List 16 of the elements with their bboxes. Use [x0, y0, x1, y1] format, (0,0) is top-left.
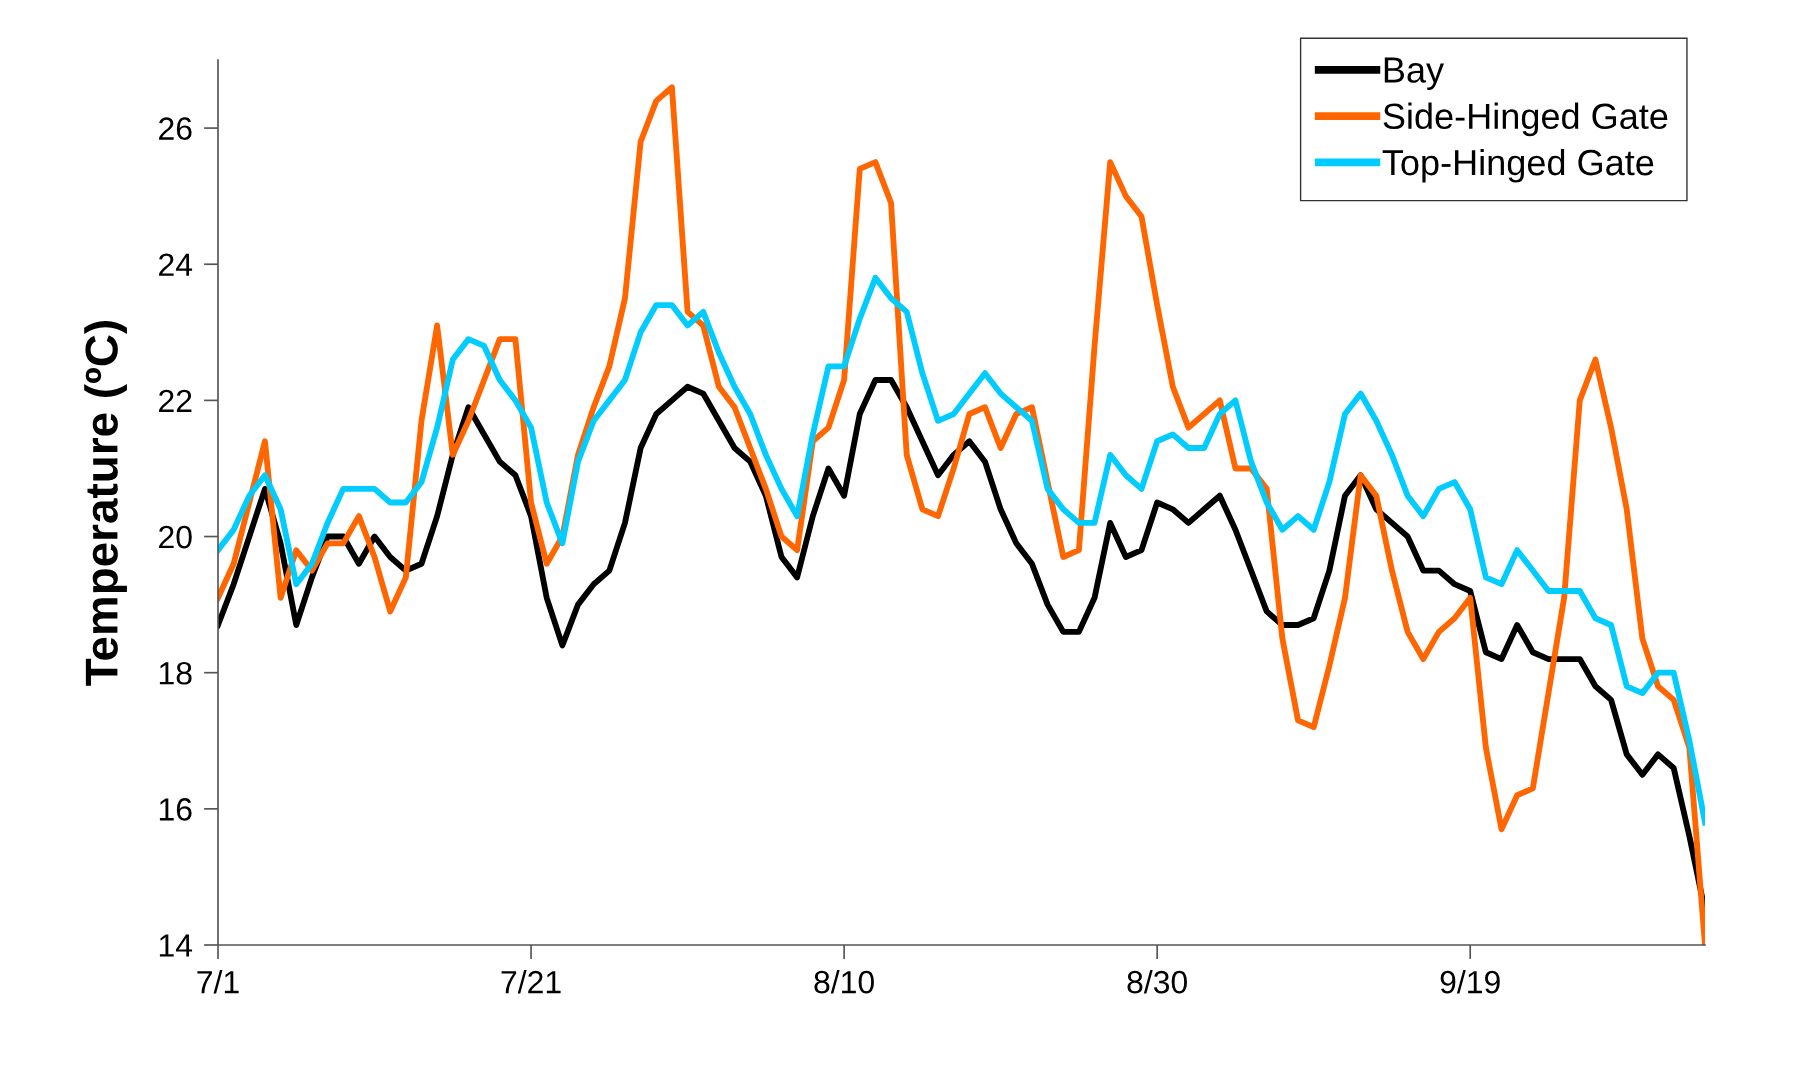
x-tick-label: 8/10: [814, 970, 874, 994]
x-tick-label: 8/30: [1127, 970, 1187, 994]
y-tick-label: 22: [159, 389, 192, 412]
legend-label: Top-Hinged Gate: [1382, 148, 1654, 183]
y-axis-title: Temperature (ºC): [84, 321, 127, 686]
x-tick-label: 7/1: [197, 970, 239, 994]
x-tick-label: 7/21: [501, 970, 561, 994]
y-tick-label: 14: [159, 934, 193, 957]
legend-label: Bay: [1384, 57, 1445, 90]
y-tick-label: 24: [159, 253, 193, 276]
y-tick-label: 26: [159, 117, 192, 140]
legend-label: Side-Hinged Gate: [1383, 102, 1668, 137]
y-tick-label: 20: [159, 525, 192, 549]
y-tick-label: 18: [159, 661, 192, 685]
x-tick-label: 9/19: [1440, 970, 1500, 994]
y-tick-label: 16: [159, 798, 192, 821]
